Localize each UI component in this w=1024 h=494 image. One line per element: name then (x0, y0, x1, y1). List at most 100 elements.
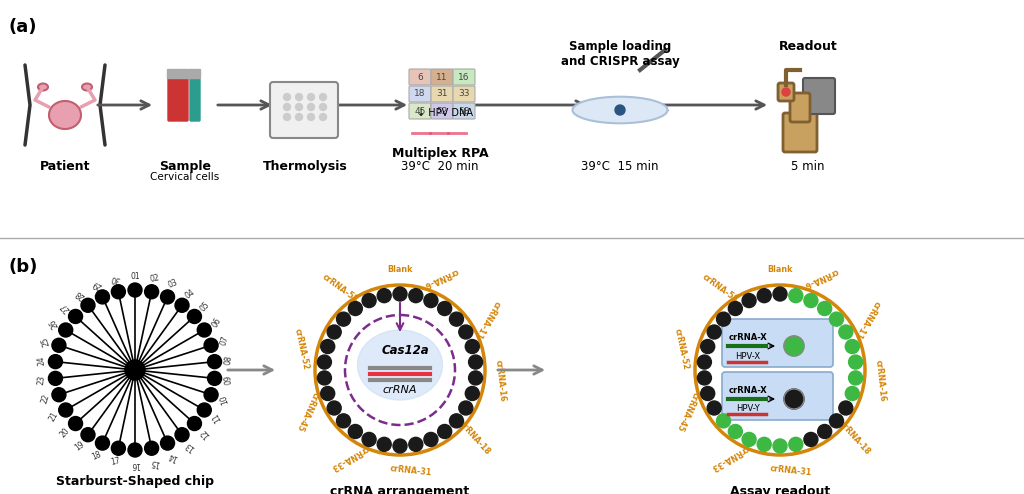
Text: 06: 06 (210, 317, 223, 329)
Text: 15: 15 (148, 456, 160, 467)
Circle shape (697, 371, 712, 385)
Circle shape (81, 428, 95, 442)
Text: crRNA arrangement: crRNA arrangement (331, 485, 470, 494)
Text: crRNA-16: crRNA-16 (873, 359, 887, 402)
Circle shape (788, 437, 803, 452)
Circle shape (307, 93, 314, 100)
Circle shape (708, 401, 721, 415)
Text: 07: 07 (218, 335, 230, 347)
Circle shape (187, 416, 202, 431)
Text: 33: 33 (459, 89, 470, 98)
FancyBboxPatch shape (189, 70, 201, 79)
Circle shape (95, 290, 110, 304)
Text: crRNA-45: crRNA-45 (675, 390, 700, 432)
Circle shape (48, 355, 62, 369)
Text: 52: 52 (436, 107, 447, 116)
Circle shape (52, 338, 66, 352)
Text: crRNA-6: crRNA-6 (803, 266, 840, 289)
Circle shape (804, 432, 818, 447)
Circle shape (424, 293, 438, 308)
Circle shape (128, 283, 142, 297)
Circle shape (204, 338, 218, 352)
Text: 10: 10 (219, 393, 230, 405)
Circle shape (409, 288, 423, 303)
Text: 58: 58 (459, 107, 470, 116)
FancyBboxPatch shape (453, 69, 475, 85)
Circle shape (161, 436, 174, 450)
Circle shape (95, 436, 110, 450)
Circle shape (849, 371, 862, 385)
Text: Thermolysis: Thermolysis (262, 160, 347, 173)
Text: crRNA-11: crRNA-11 (473, 299, 502, 340)
Text: 28: 28 (74, 288, 86, 300)
FancyBboxPatch shape (270, 82, 338, 138)
Circle shape (198, 323, 211, 337)
Text: (b): (b) (8, 258, 37, 276)
Circle shape (424, 432, 438, 447)
FancyBboxPatch shape (168, 70, 178, 79)
Text: 12: 12 (199, 426, 211, 440)
Text: 30: 30 (110, 273, 121, 284)
Circle shape (829, 414, 844, 428)
Circle shape (208, 355, 221, 369)
Circle shape (144, 441, 159, 455)
Circle shape (450, 414, 464, 428)
Circle shape (784, 336, 804, 356)
Text: 5 min: 5 min (792, 160, 824, 173)
Circle shape (296, 114, 302, 121)
Text: crRNA-31: crRNA-31 (769, 464, 812, 477)
Text: crRNA-52: crRNA-52 (293, 328, 310, 370)
Text: 11: 11 (210, 411, 222, 423)
Circle shape (469, 355, 482, 369)
Text: crRNA-33: crRNA-33 (329, 443, 370, 472)
Circle shape (296, 93, 302, 100)
Text: 31: 31 (436, 89, 447, 98)
Circle shape (409, 437, 423, 452)
Text: 09: 09 (223, 374, 233, 385)
Circle shape (717, 312, 730, 326)
Circle shape (697, 355, 712, 369)
Text: 23: 23 (37, 374, 46, 385)
Circle shape (328, 325, 341, 339)
Circle shape (469, 371, 482, 385)
FancyBboxPatch shape (803, 78, 835, 114)
Text: Blank: Blank (387, 264, 413, 274)
FancyBboxPatch shape (409, 86, 431, 102)
Circle shape (742, 293, 756, 308)
Text: crRNA-6: crRNA-6 (423, 266, 460, 289)
Text: 25: 25 (40, 335, 51, 347)
Circle shape (839, 325, 853, 339)
Circle shape (465, 386, 479, 401)
Circle shape (849, 355, 862, 369)
Text: Starburst-Shaped chip: Starburst-Shaped chip (56, 475, 214, 488)
FancyBboxPatch shape (409, 69, 431, 85)
Circle shape (708, 325, 721, 339)
Circle shape (362, 293, 376, 308)
Circle shape (459, 401, 473, 415)
Circle shape (615, 105, 625, 115)
Circle shape (112, 285, 125, 299)
Circle shape (52, 388, 66, 402)
Circle shape (187, 309, 202, 324)
Text: 21: 21 (47, 411, 59, 423)
Circle shape (175, 298, 189, 312)
Text: 20: 20 (58, 426, 72, 440)
Text: Sample loading
and CRISPR assay: Sample loading and CRISPR assay (560, 40, 679, 68)
Text: Sample: Sample (159, 160, 211, 173)
Circle shape (377, 288, 391, 303)
Circle shape (393, 287, 407, 301)
Text: 18: 18 (415, 89, 426, 98)
Circle shape (144, 285, 159, 299)
Circle shape (317, 355, 332, 369)
Circle shape (700, 339, 715, 354)
Circle shape (818, 301, 831, 316)
Circle shape (804, 293, 818, 308)
Text: crRNA-11: crRNA-11 (853, 299, 882, 340)
Circle shape (307, 104, 314, 111)
Text: crRNA-58: crRNA-58 (321, 272, 360, 304)
Circle shape (81, 298, 95, 312)
Circle shape (284, 93, 291, 100)
Circle shape (58, 403, 73, 417)
Text: 17: 17 (110, 456, 121, 467)
FancyBboxPatch shape (409, 103, 431, 119)
